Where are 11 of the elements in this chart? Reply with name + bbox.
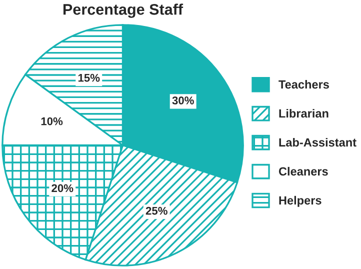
data-label: 25% [146,206,168,215]
legend-label: Cleaners [278,166,328,176]
data-label: 20% [52,184,74,192]
legend-label: Librarian [279,108,328,118]
legend-label: Teachers [278,80,329,89]
legend-label: Lab-Assistant [279,138,356,147]
chart-title: Percentage Staff [63,4,184,18]
legend-label: Helpers [279,196,322,207]
data-label: 30% [172,96,194,104]
data-label: 10% [41,117,63,126]
data-label: 15% [78,74,100,82]
